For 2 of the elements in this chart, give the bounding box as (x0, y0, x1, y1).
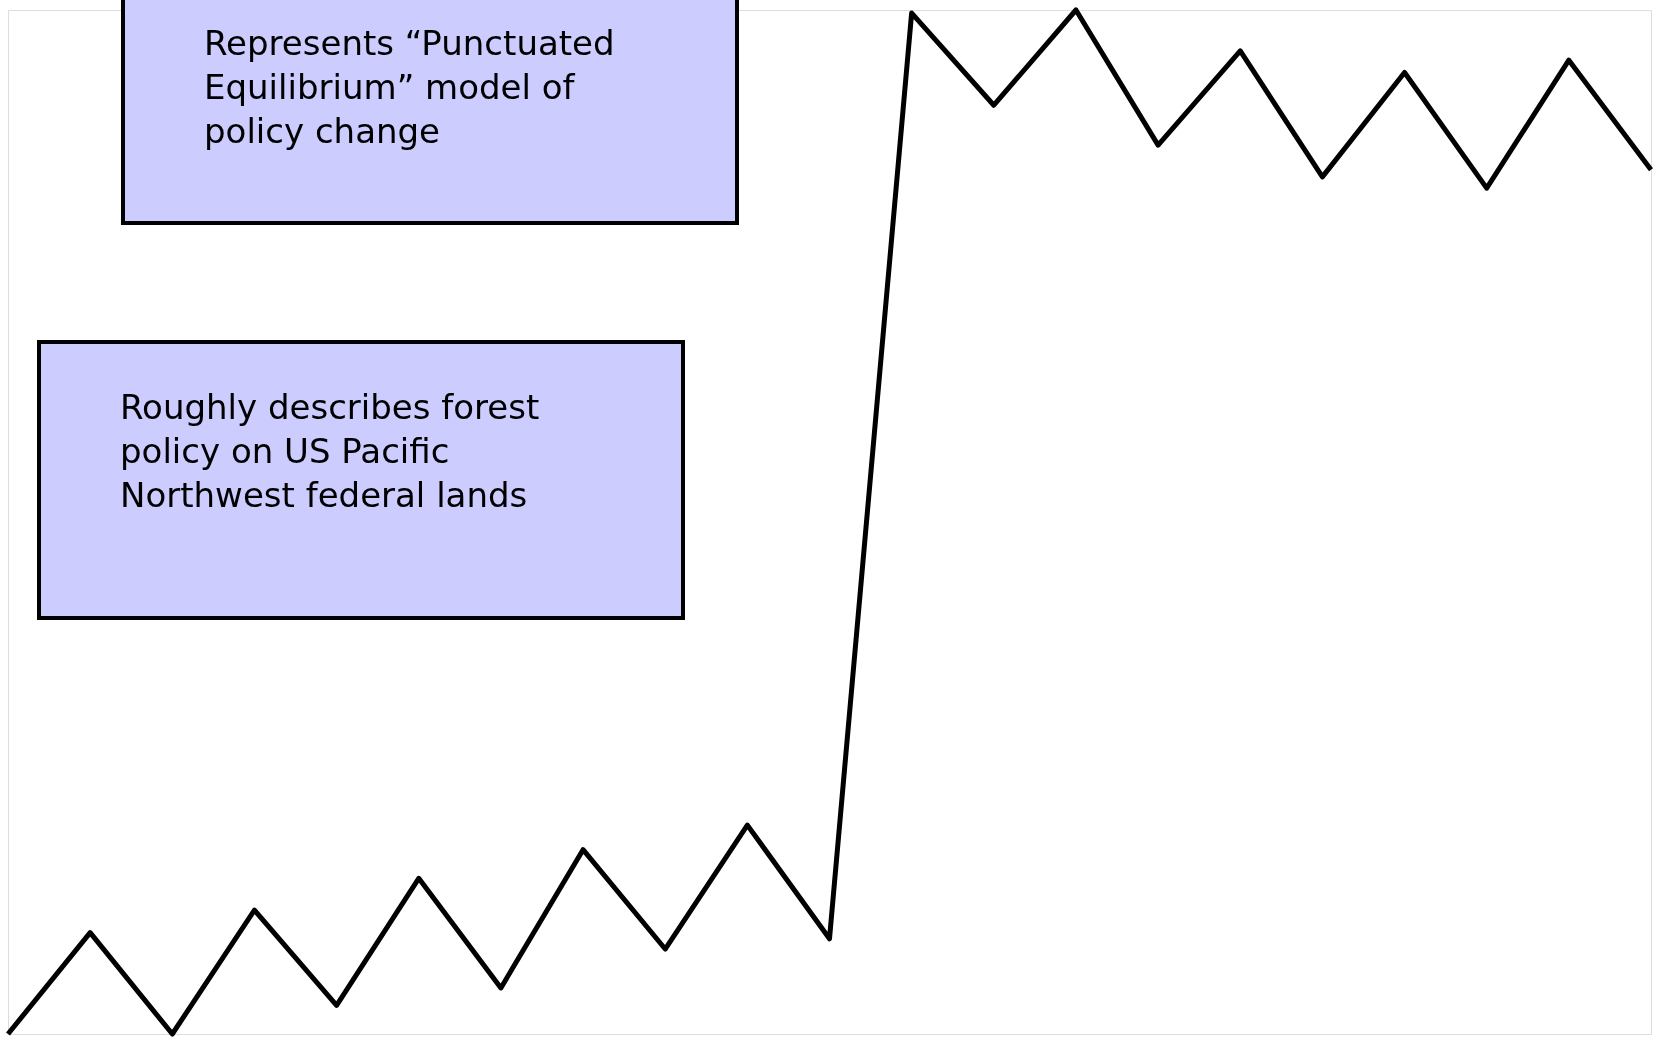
annotation: Represents “Punctuated Equilibrium” model of policy change (204, 23, 615, 151)
annotation: Roughly describes forest policy on US Pacific Northwest federal lands (120, 387, 540, 515)
